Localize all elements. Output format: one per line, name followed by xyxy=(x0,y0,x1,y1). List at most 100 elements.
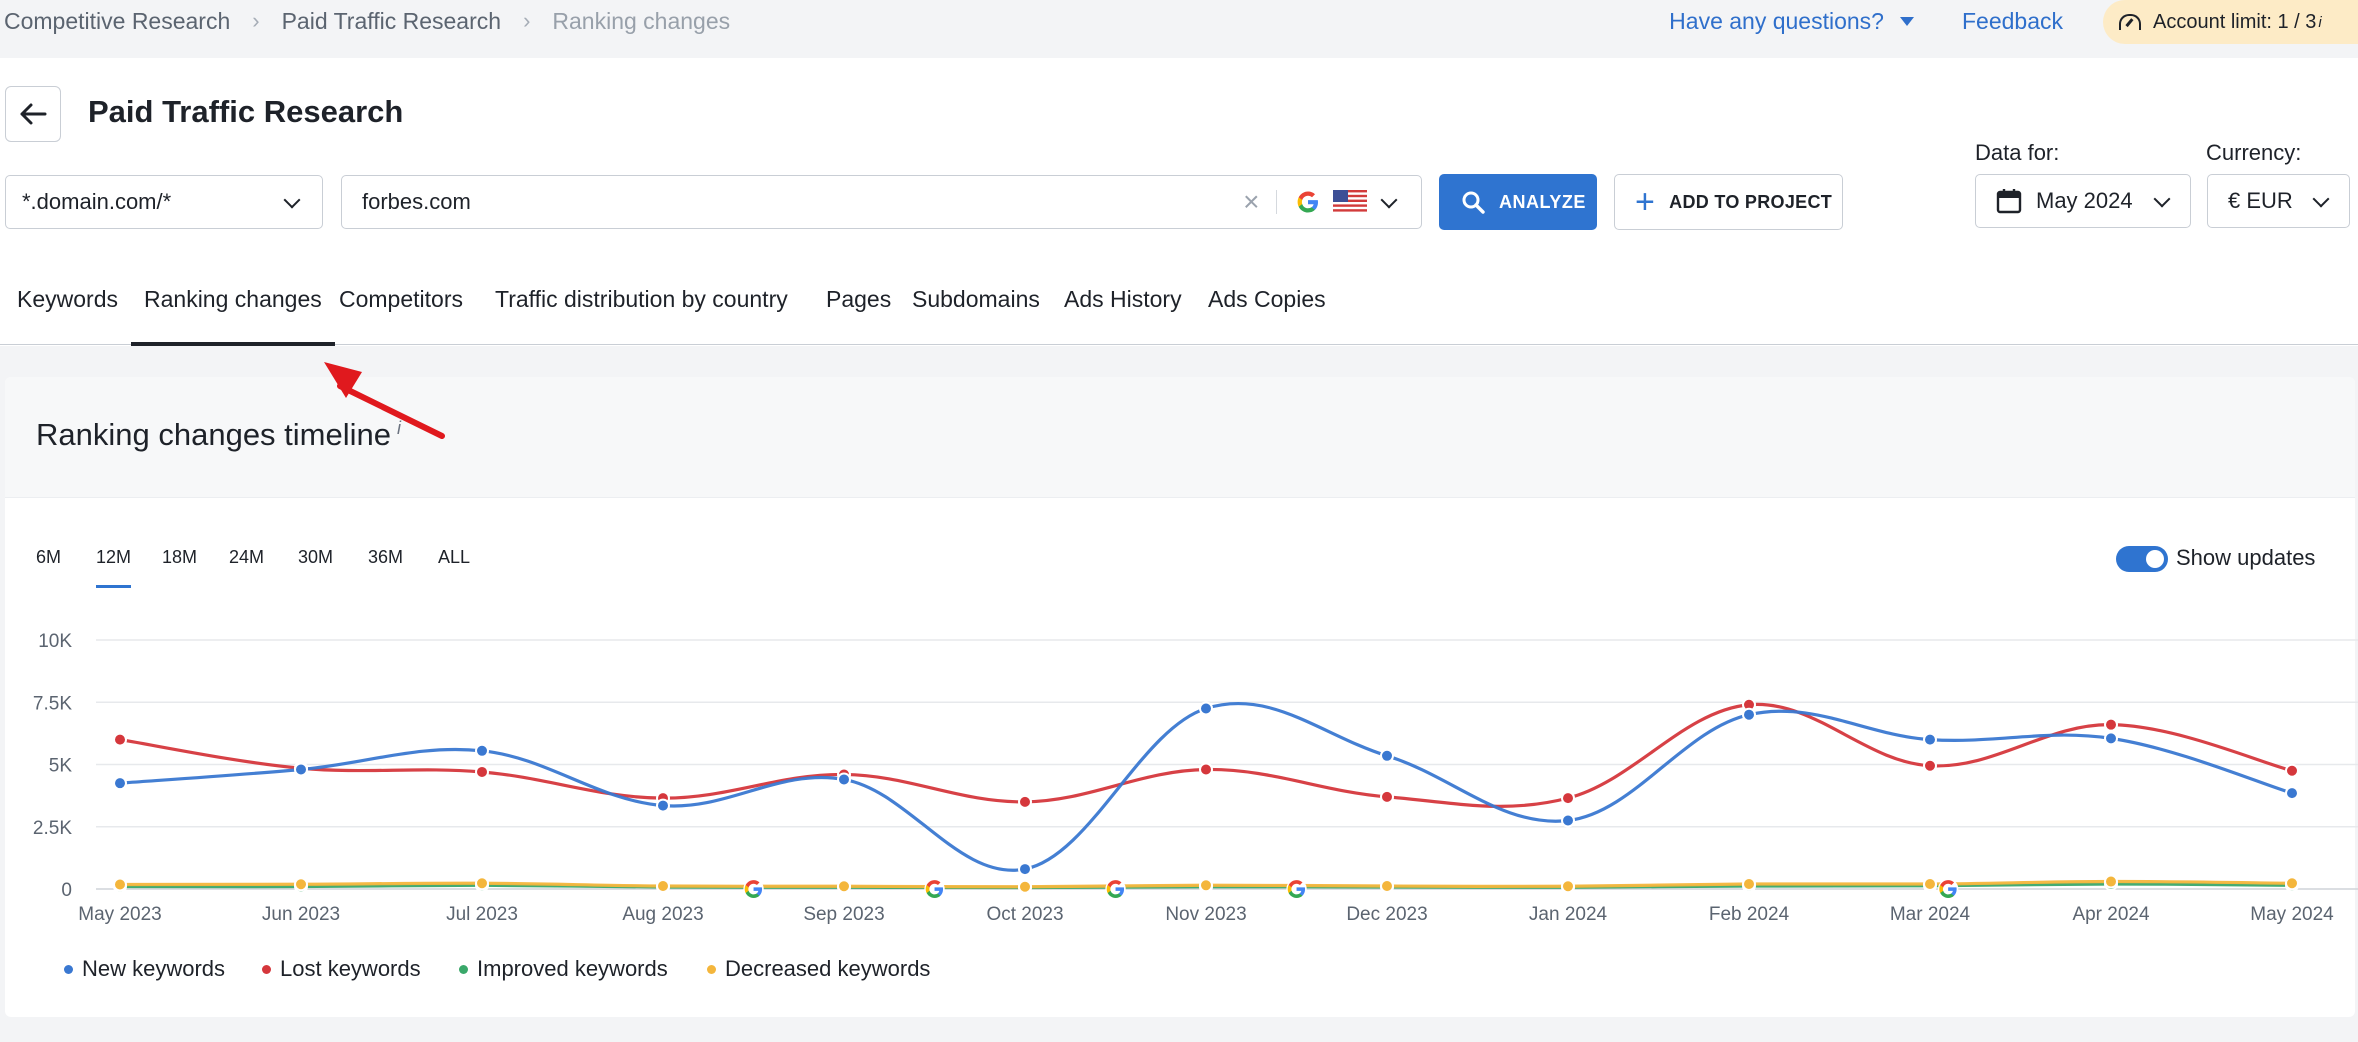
domain-mode-select[interactable]: *.domain.com/* xyxy=(5,175,323,229)
tab-keywords[interactable]: Keywords xyxy=(17,286,118,312)
google-update-marker[interactable] xyxy=(743,878,764,900)
tab-ranking-changes[interactable]: Ranking changes xyxy=(131,286,335,346)
data-point-new xyxy=(113,776,127,791)
range-18m[interactable]: 18M xyxy=(162,547,198,567)
gauge-icon xyxy=(2119,14,2141,30)
currency-value: € EUR xyxy=(2228,188,2293,213)
legend-label: New keywords xyxy=(82,956,226,981)
show-updates-toggle[interactable] xyxy=(2116,546,2168,572)
google-update-marker[interactable] xyxy=(1937,878,1959,900)
data-point-lost xyxy=(1018,794,1032,809)
google-update-marker[interactable] xyxy=(1105,878,1126,900)
legend-item-new[interactable]: New keywords xyxy=(64,956,225,982)
top-bar: Competitive Research › Paid Traffic Rese… xyxy=(0,0,2358,58)
breadcrumb: Competitive Research › Paid Traffic Rese… xyxy=(4,0,730,42)
data-point-new xyxy=(1742,707,1756,722)
data-point-new xyxy=(656,798,670,813)
data-point-lost xyxy=(113,732,127,747)
breadcrumb-paid-traffic-research[interactable]: Paid Traffic Research xyxy=(281,7,502,34)
breadcrumb-competitive-research[interactable]: Competitive Research xyxy=(4,7,231,34)
add-to-project-button[interactable]: + ADD TO PROJECT xyxy=(1614,174,1843,230)
data-point-new xyxy=(2104,731,2118,746)
account-limit-value: 1 / 3 xyxy=(2277,10,2317,33)
legend-item-improved[interactable]: Improved keywords xyxy=(459,956,668,982)
tab-competitors[interactable]: Competitors xyxy=(339,286,463,312)
legend-label: Improved keywords xyxy=(477,956,668,981)
date-value: May 2024 xyxy=(2036,188,2133,213)
feedback-link[interactable]: Feedback xyxy=(1961,7,2063,34)
tab-ads-history[interactable]: Ads History xyxy=(1064,286,1182,312)
tab-pages[interactable]: Pages xyxy=(826,286,892,312)
data-point-lost xyxy=(1561,791,1575,806)
legend-dot xyxy=(707,964,716,974)
y-tick-label: 0 xyxy=(61,880,72,901)
ranking-changes-card: Ranking changes timeline i xyxy=(5,377,2355,1017)
info-icon: i xyxy=(2318,13,2322,31)
questions-dropdown[interactable]: Have any questions? xyxy=(1669,8,1914,35)
currency-label: Currency: xyxy=(2206,140,2302,165)
x-tick-label: Jul 2023 xyxy=(446,904,518,925)
x-tick-label: Dec 2023 xyxy=(1346,904,1427,925)
back-button[interactable] xyxy=(5,86,61,142)
series-line-lost xyxy=(119,702,2293,808)
x-tick-label: Sep 2023 xyxy=(803,904,884,925)
range-30m[interactable]: 30M xyxy=(298,547,334,567)
domain-search-input[interactable]: forbes.com × xyxy=(341,175,1422,229)
card-title: Ranking changes timeline i xyxy=(36,417,401,453)
range-24m[interactable]: 24M xyxy=(229,547,265,567)
chevron-down-icon[interactable] xyxy=(1380,191,1398,208)
data-point-decreased xyxy=(294,877,308,892)
chevron-right-icon: › xyxy=(523,8,531,33)
tab-traffic-distribution[interactable]: Traffic distribution by country xyxy=(495,286,788,312)
divider xyxy=(1275,190,1277,214)
data-point-decreased xyxy=(1380,879,1394,894)
page-title: Paid Traffic Research xyxy=(88,94,404,129)
close-icon[interactable]: × xyxy=(1243,186,1260,217)
x-tick-label: Feb 2024 xyxy=(1709,904,1790,925)
plus-icon: + xyxy=(1635,182,1656,221)
legend-dot xyxy=(262,964,271,974)
range-12m[interactable]: 12M xyxy=(96,547,132,588)
us-flag-icon xyxy=(1333,190,1367,214)
x-tick-label: Jan 2024 xyxy=(1529,904,1608,925)
data-point-new xyxy=(2285,786,2299,801)
data-point-decreased xyxy=(1742,877,1756,892)
google-icon xyxy=(1297,191,1318,213)
y-tick-label: 10K xyxy=(38,631,72,652)
google-update-marker[interactable] xyxy=(924,878,945,900)
legend-item-lost[interactable]: Lost keywords xyxy=(262,956,421,982)
questions-label: Have any questions? xyxy=(1669,7,1884,34)
data-point-new xyxy=(1199,701,1213,716)
breadcrumb-ranking-changes: Ranking changes xyxy=(552,7,731,34)
account-limit-badge[interactable]: Account limit: 1 / 3 i xyxy=(2103,0,2358,44)
info-icon[interactable]: i xyxy=(397,417,401,438)
tab-ads-copies[interactable]: Ads Copies xyxy=(1208,286,1326,312)
data-point-lost xyxy=(475,764,489,779)
currency-select[interactable]: € EUR xyxy=(2207,174,2350,228)
data-point-decreased xyxy=(1018,879,1032,894)
data-point-lost xyxy=(1923,758,1937,773)
legend-label: Decreased keywords xyxy=(725,956,931,981)
data-point-decreased xyxy=(837,879,851,894)
report-tabs: Keywords Ranking changes Competitors Tra… xyxy=(0,256,2358,346)
range-all[interactable]: ALL xyxy=(438,547,471,567)
google-update-marker[interactable] xyxy=(1286,878,1307,900)
data-point-lost xyxy=(2104,717,2118,732)
add-to-project-label: ADD TO PROJECT xyxy=(1669,191,1833,212)
range-36m[interactable]: 36M xyxy=(368,547,404,567)
y-tick-label: 5K xyxy=(49,756,73,777)
data-point-decreased xyxy=(2285,876,2299,891)
y-tick-label: 2.5K xyxy=(33,818,72,839)
data-point-decreased xyxy=(1561,879,1575,894)
analyze-button[interactable]: ANALYZE xyxy=(1439,174,1597,230)
account-limit-label: Account limit: xyxy=(2153,10,2272,33)
series-line-new xyxy=(119,702,2293,872)
analyze-label: ANALYZE xyxy=(1499,191,1586,212)
legend-item-decreased[interactable]: Decreased keywords xyxy=(707,956,930,982)
data-point-decreased xyxy=(475,876,489,891)
tab-subdomains[interactable]: Subdomains xyxy=(912,286,1040,312)
date-select[interactable]: May 2024 xyxy=(1975,174,2191,228)
x-tick-label: Aug 2023 xyxy=(622,904,703,925)
range-6m[interactable]: 6M xyxy=(36,547,62,567)
calendar-icon xyxy=(1996,189,2022,214)
